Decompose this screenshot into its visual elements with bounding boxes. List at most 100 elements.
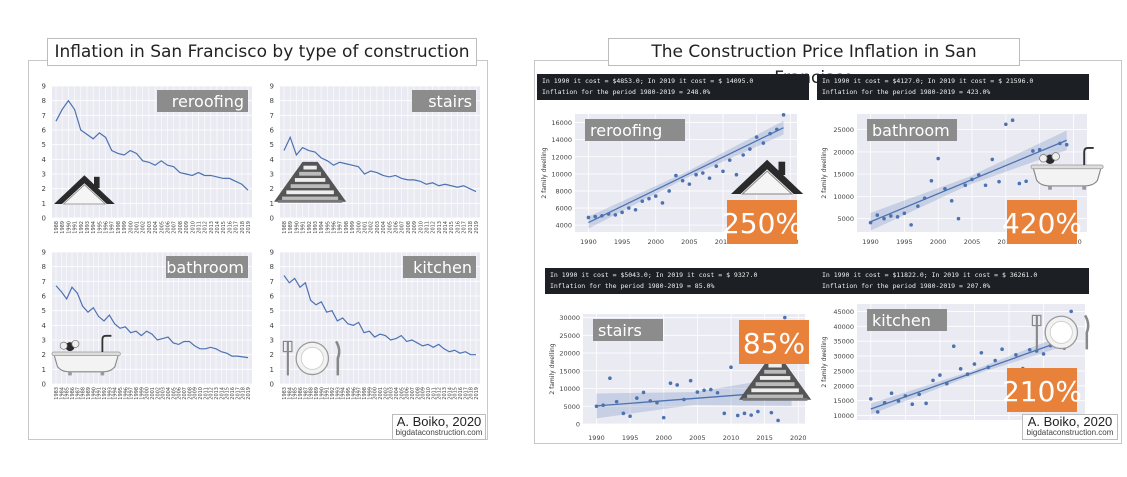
data-point [761, 141, 766, 145]
stairs-info-box: In 1990 it cost = $5043.0; In 2019 it co… [545, 268, 817, 294]
x-tick-label: 2012 [203, 221, 209, 234]
y-tick-label: 8 [270, 263, 274, 271]
x-tick-label: 2007 [400, 221, 406, 234]
data-point [600, 213, 604, 218]
x-tick-label: 2000 [373, 387, 379, 400]
data-point [769, 410, 774, 415]
plate-and-cutlery-icon [1031, 314, 1090, 350]
x-tick-label: 1988 [81, 387, 87, 400]
inflation-badge-value: 85% [743, 327, 805, 360]
x-tick-label: 1989 [86, 387, 92, 400]
y-tick-label: 2 [270, 351, 274, 359]
x-tick-label: 2003 [389, 387, 395, 400]
y-tick-label: 0 [270, 215, 274, 223]
x-tick-label: 2004 [153, 221, 159, 234]
right-credit-url: bigdataconstruction.com [1026, 428, 1114, 438]
right-credit-name: A. Boiko, 2020 [1027, 414, 1113, 429]
y-tick-label: 4 [42, 156, 47, 164]
y-tick-label: 20000 [833, 382, 854, 390]
x-tick-label: 1996 [104, 221, 110, 234]
data-point [895, 215, 900, 219]
bathtub-icon [51, 334, 121, 376]
data-point [702, 388, 706, 393]
x-tick-label: 2003 [375, 221, 381, 234]
x-tick-label: 1992 [330, 387, 336, 400]
x-tick-label: 1993 [335, 387, 341, 400]
category-label-box [166, 256, 248, 278]
y-tick-label: 45000 [833, 308, 854, 316]
y-tick-label: 0 [42, 381, 46, 389]
category-label: reroofing [172, 92, 244, 111]
x-tick-label: 1994 [91, 221, 97, 234]
data-point [748, 147, 752, 151]
data-point [608, 376, 612, 381]
x-tick-label: 2016 [455, 221, 461, 234]
bathroom-info-cost: In 1990 it cost = $4127.0; In 2019 it co… [822, 77, 1034, 85]
stairs-scatter-chart: 0 5000 10000 15000 20000 25000 30000 1990 1995 20… [549, 314, 812, 442]
y-tick-label: 5000 [837, 215, 854, 223]
x-tick-label: 2010 [723, 434, 740, 442]
data-point [722, 411, 727, 416]
category-label-box [412, 90, 476, 112]
y-tick-label: 0 [42, 215, 46, 223]
x-tick-label: 1995 [614, 238, 631, 246]
inflation-badge-value: 420% [1002, 207, 1082, 240]
x-tick-label: 1996 [332, 221, 338, 234]
y-tick-label: 1 [270, 366, 274, 374]
data-point [909, 223, 913, 227]
x-tick-label: 2015 [221, 221, 227, 234]
data-point [997, 179, 1001, 184]
x-tick-label: 2000 [356, 221, 362, 234]
data-point [1031, 149, 1035, 153]
x-tick-label: 1992 [79, 221, 85, 234]
x-tick-label: 1993 [85, 221, 91, 234]
data-point [593, 214, 597, 219]
y-tick-label: 10000 [551, 170, 572, 178]
category-label-box [593, 319, 663, 341]
x-tick-label: 2013 [214, 387, 220, 400]
y-tick-label: 3 [42, 337, 46, 345]
inflation-badge-value: 210% [1002, 375, 1082, 408]
data-point [727, 158, 732, 162]
inflation-badge [1007, 368, 1077, 412]
inflation-badge-value: 250% [722, 207, 802, 240]
x-tick-label: 2018 [241, 387, 247, 400]
data-point [594, 404, 599, 409]
data-point [648, 399, 653, 403]
data-point [938, 373, 942, 377]
data-point [781, 113, 786, 117]
data-point [647, 196, 651, 201]
data-point [936, 156, 940, 161]
y-tick-label: 0 [576, 421, 580, 429]
x-tick-label: 2005 [171, 387, 177, 400]
x-tick-label: 1992 [102, 387, 108, 400]
y-tick-label: 20000 [559, 350, 580, 358]
bathroom-info-box: In 1990 it cost = $4127.0; In 2019 it co… [817, 74, 1089, 100]
x-tick-label: 1988 [309, 387, 315, 400]
x-tick-label: 2013 [209, 221, 215, 234]
x-tick-label: 2016 [458, 387, 464, 400]
x-tick-label: 2000 [930, 238, 947, 246]
x-tick-label: 1996 [351, 387, 357, 400]
left-credit-name: A. Boiko, 2020 [396, 414, 482, 429]
data-point [735, 413, 740, 418]
x-tick-label: 1988 [282, 221, 288, 234]
data-point [667, 189, 671, 193]
x-tick-label: 2015 [449, 221, 455, 234]
data-point [1004, 122, 1008, 127]
x-tick-label: 1993 [313, 221, 319, 234]
x-tick-label: 2014 [443, 221, 449, 234]
y-tick-label: 8 [42, 263, 46, 271]
data-point [687, 182, 692, 186]
x-tick-label: 2012 [431, 221, 437, 234]
x-tick-label: 1995 [325, 221, 331, 234]
kitchen-scatter-chart: 10000 15000 20000 25000 30000 35000 40000 45000… [821, 304, 1090, 420]
x-tick-label: 2007 [182, 387, 188, 400]
data-point [742, 411, 747, 416]
y-tick-label: 10000 [833, 412, 854, 420]
y-axis-label: 2 family dwelling [821, 147, 828, 198]
data-point [653, 194, 658, 198]
x-tick-label: 1999 [367, 387, 373, 400]
x-tick-label: 1990 [66, 221, 72, 234]
data-point [682, 397, 686, 402]
